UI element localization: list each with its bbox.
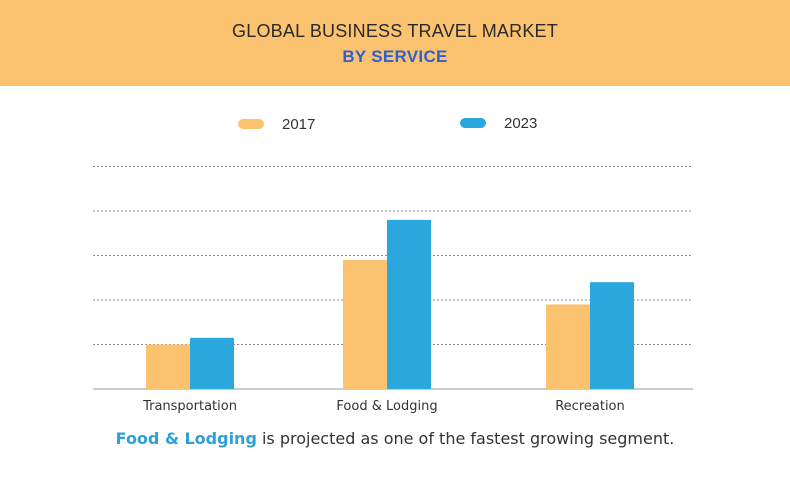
caption-text: is projected as one of the fastest growi… bbox=[256, 429, 675, 448]
caption-highlight: Food & Lodging bbox=[115, 429, 257, 448]
legend-swatch-2017 bbox=[238, 119, 264, 129]
bar-2023-transportation bbox=[190, 337, 234, 389]
legend-item-2017: 2017 bbox=[238, 114, 315, 134]
chart-header: GLOBAL BUSINESS TRAVEL MARKET BY SERVICE bbox=[0, 0, 790, 86]
legend-label-2017: 2017 bbox=[282, 115, 316, 133]
legend-swatch-2023 bbox=[460, 118, 486, 128]
chart-title: GLOBAL BUSINESS TRAVEL MARKET bbox=[232, 21, 558, 41]
legend-label-2023: 2023 bbox=[504, 114, 538, 132]
x-tick-label: Transportation bbox=[142, 399, 237, 414]
bar-2017-transportation bbox=[146, 344, 190, 389]
bar-2023-recreation bbox=[590, 282, 634, 389]
bar-2023-food-lodging bbox=[387, 219, 431, 389]
bar-2017-recreation bbox=[546, 304, 590, 389]
x-tick-label: Food & Lodging bbox=[336, 399, 437, 414]
chart-caption: Food & Lodging is projected as one of th… bbox=[0, 429, 790, 448]
bar-2017-food-lodging bbox=[343, 259, 387, 389]
legend-item-2023: 2023 bbox=[460, 113, 537, 133]
x-tick-label: Recreation bbox=[555, 399, 625, 414]
chart-subtitle: BY SERVICE bbox=[342, 47, 448, 66]
bar-chart: Transportation Food & Lodging Recreation bbox=[93, 166, 693, 414]
